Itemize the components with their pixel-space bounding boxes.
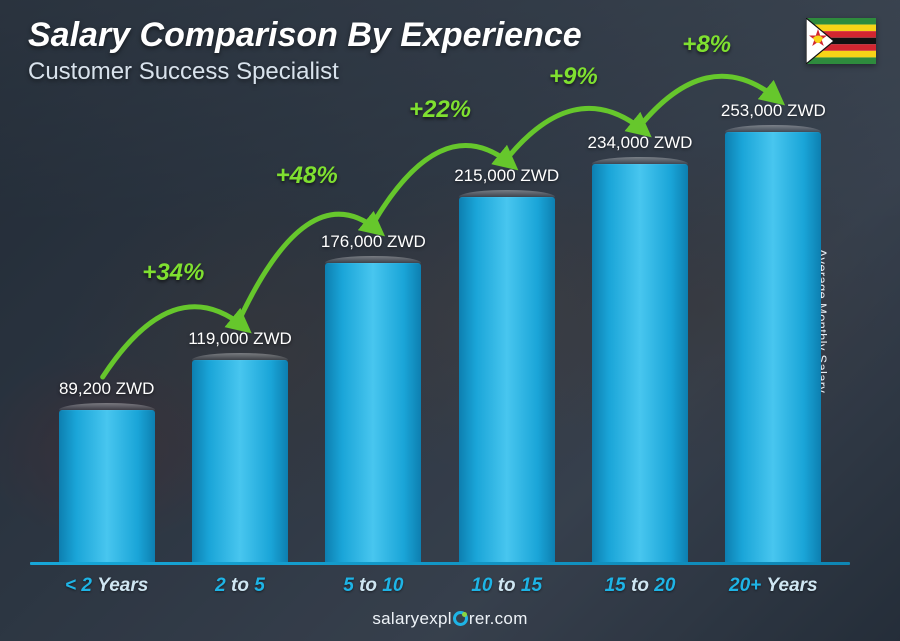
- growth-arc-icon: [40, 95, 840, 565]
- bar-category-label: < 2 Years: [65, 575, 148, 597]
- footer-text-right: rer.com: [469, 609, 528, 628]
- bar-category-label: 2 to 5: [215, 575, 265, 597]
- zimbabwe-flag-icon: [806, 18, 876, 64]
- bar-category-label: 5 to 10: [343, 575, 403, 597]
- footer-text-left: salaryexpl: [372, 609, 452, 628]
- bar-category-label: 15 to 20: [605, 575, 676, 597]
- chart-subtitle: Customer Success Specialist: [28, 58, 339, 86]
- footer-attribution: salaryexpl rer.com: [0, 609, 900, 629]
- pct-change-label: +8%: [682, 31, 731, 59]
- bar-chart: 89,200 ZWD< 2 Years119,000 ZWD2 to 5176,…: [40, 95, 840, 565]
- infographic-stage: Salary Comparison By Experience Customer…: [0, 0, 900, 641]
- bar-category-label: 10 to 15: [471, 575, 542, 597]
- chart-title: Salary Comparison By Experience: [28, 16, 582, 55]
- pct-change-label: +9%: [549, 63, 598, 91]
- logo-o-icon: [453, 611, 468, 626]
- bar-category-label: 20+ Years: [729, 575, 818, 597]
